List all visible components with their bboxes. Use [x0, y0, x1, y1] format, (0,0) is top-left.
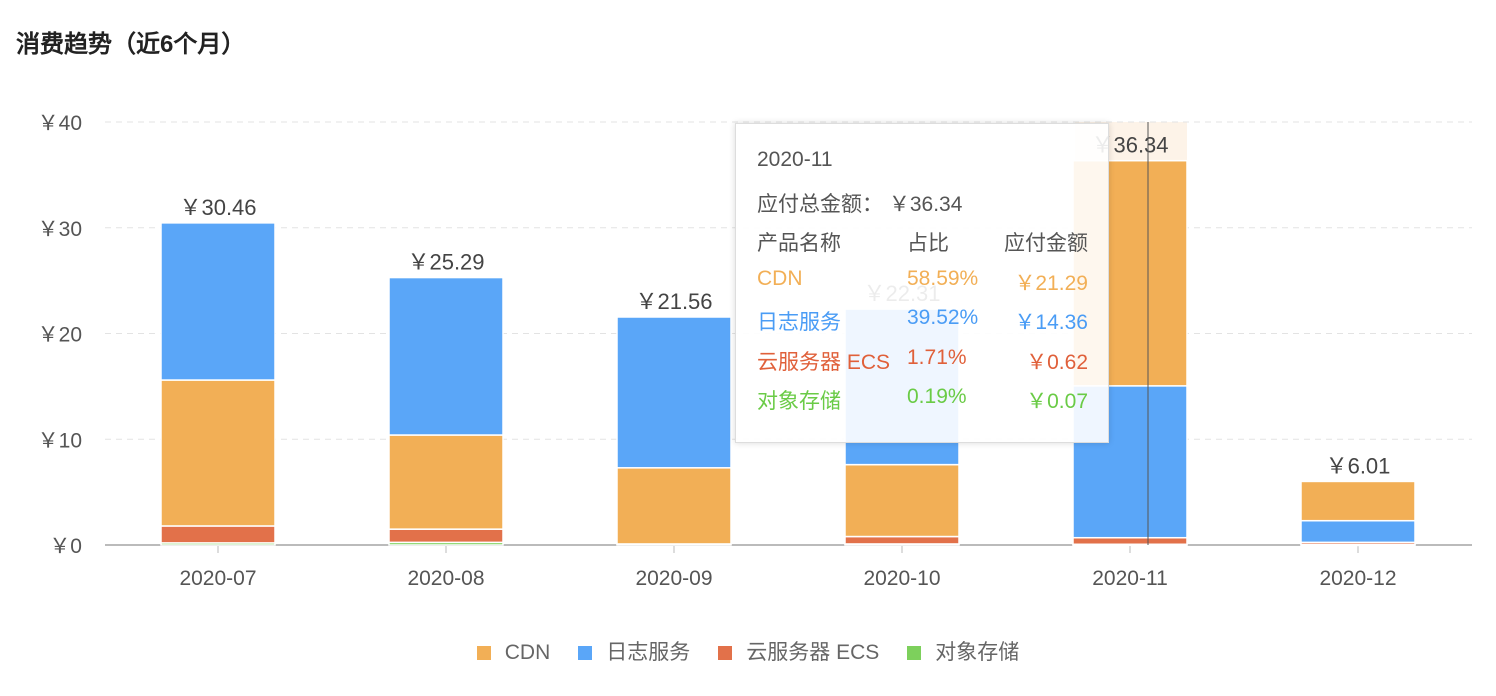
- tooltip-row-pct: 0.19%: [907, 385, 967, 408]
- legend-swatch: [907, 646, 922, 660]
- legend: CDN 日志服务 云服务器 ECS 对象存储: [0, 636, 1496, 666]
- x-tick-label: 2020-10: [863, 567, 940, 590]
- x-tick-label: 2020-09: [635, 567, 712, 590]
- tooltip-row-pct: 58.59%: [907, 266, 979, 290]
- x-tick-label: 2020-08: [407, 567, 484, 590]
- y-tick-label: ￥40: [38, 112, 82, 135]
- legend-label: 云服务器 ECS: [746, 641, 880, 664]
- tooltip-total: ￥36.34: [888, 192, 963, 216]
- tooltip-row-amount: ￥0.62: [1026, 350, 1088, 374]
- legend-label: 日志服务: [606, 641, 691, 664]
- tooltip-total-label: 应付总金额：: [757, 192, 883, 216]
- bar-segment[interactable]: [844, 535, 960, 545]
- tooltip-row: 云服务器 ECS 1.71% ￥0.62: [757, 346, 1108, 386]
- bar-segment[interactable]: [388, 528, 504, 544]
- bar-segment[interactable]: [160, 379, 276, 527]
- bar-segment[interactable]: [1300, 519, 1416, 544]
- tooltip-row: 日志服务 39.52% ￥14.36: [757, 306, 1108, 346]
- bar-segment[interactable]: [388, 276, 504, 436]
- bar-segment[interactable]: [160, 222, 276, 381]
- tooltip-row-name: 云服务器 ECS: [757, 350, 891, 374]
- legend-item[interactable]: 对象存储: [907, 636, 1019, 666]
- y-tick-label: ￥10: [38, 429, 82, 452]
- tooltip-row-name: CDN: [757, 266, 803, 290]
- bar-total-label: ￥21.56: [635, 289, 712, 314]
- bar-segment[interactable]: [844, 463, 960, 538]
- bar-segment[interactable]: [388, 434, 504, 530]
- tooltip-header-pct: 占比: [907, 232, 949, 255]
- y-tick-label: ￥30: [38, 218, 82, 241]
- legend-swatch: [578, 646, 593, 660]
- tooltip-row-name: 日志服务: [757, 311, 841, 334]
- legend-label: CDN: [504, 641, 551, 664]
- tooltip: 2020-11 应付总金额： ￥36.34 产品名称 占比 应付金额 CDN 58…: [735, 123, 1109, 443]
- x-tick-label: 2020-11: [1092, 567, 1168, 590]
- bar-segment[interactable]: [616, 316, 732, 469]
- legend-item[interactable]: 日志服务: [578, 636, 690, 666]
- bar-segment[interactable]: [1300, 480, 1416, 522]
- y-tick-label: ￥20: [38, 324, 82, 347]
- bar-segment[interactable]: [1072, 536, 1188, 546]
- tooltip-row-amount: ￥14.36: [1014, 311, 1088, 334]
- tooltip-row: CDN 58.59% ￥21.29: [757, 267, 1108, 307]
- x-tick-label: 2020-07: [179, 567, 256, 590]
- tooltip-header-name: 产品名称: [757, 232, 841, 255]
- legend-label: 对象存储: [935, 641, 1020, 664]
- tooltip-header-amount: 应付金额: [1004, 232, 1088, 255]
- bar-segment[interactable]: [160, 525, 276, 544]
- tooltip-row-amount: ￥21.29: [1014, 271, 1088, 295]
- tooltip-row-pct: 1.71%: [907, 345, 967, 369]
- legend-item[interactable]: 云服务器 ECS: [718, 636, 879, 666]
- tooltip-row-amount: ￥0.07: [1026, 390, 1088, 413]
- tooltip-row-name: 对象存储: [757, 390, 841, 413]
- legend-swatch: [476, 646, 491, 660]
- tooltip-row-pct: 39.52%: [907, 306, 979, 329]
- tooltip-month: 2020-11: [757, 148, 833, 171]
- legend-item[interactable]: CDN: [476, 641, 551, 665]
- tooltip-row: 对象存储 0.19% ￥0.07: [757, 385, 1108, 425]
- legend-swatch: [718, 646, 733, 660]
- bar-total-label: ￥30.46: [179, 195, 256, 220]
- bar-total-label: ￥25.29: [407, 250, 484, 275]
- x-tick-label: 2020-12: [1319, 567, 1396, 590]
- bar-segment[interactable]: [616, 467, 732, 545]
- bar-total-label: ￥6.01: [1326, 453, 1391, 478]
- chart-title: 消费趋势（近6个月）: [16, 31, 246, 58]
- y-tick-label: ￥0: [49, 535, 82, 558]
